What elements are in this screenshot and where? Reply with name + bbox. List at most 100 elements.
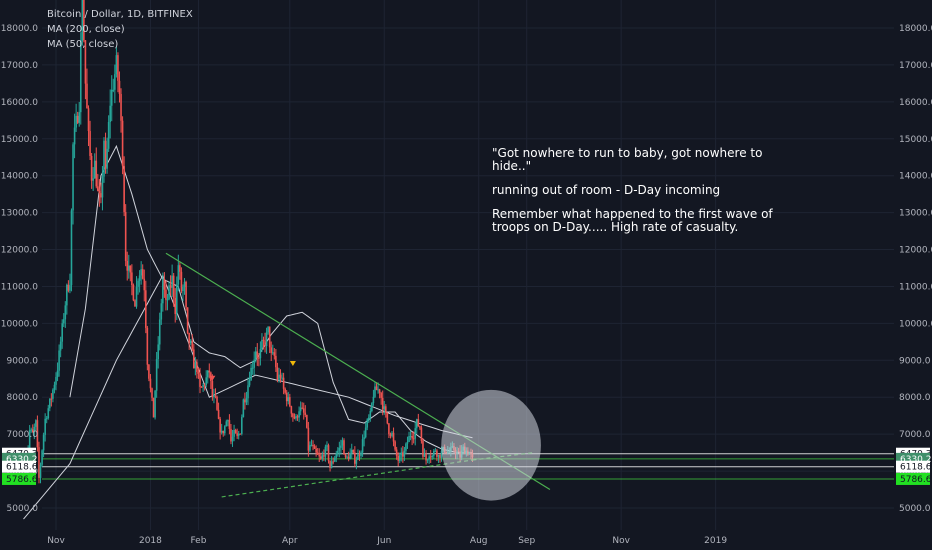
level-label-text: 6330.2: [6, 455, 38, 465]
candle-body: [30, 429, 33, 431]
candle-body: [169, 285, 172, 288]
candle-body: [168, 285, 170, 300]
candle-body: [219, 418, 221, 433]
candle-body: [83, 0, 85, 41]
candle-body: [391, 432, 393, 436]
candle-body: [56, 370, 59, 377]
candle-body: [264, 341, 266, 346]
candle-body: [326, 445, 328, 447]
annotation-text[interactable]: "Got nowhere to run to baby, got nowhere…: [492, 147, 802, 245]
candle-body: [98, 190, 101, 194]
y-tick-label: 5000.0: [7, 504, 39, 514]
candle-body: [67, 284, 70, 291]
y-tick-label: 11000.0: [1, 282, 38, 292]
candle-body: [271, 352, 274, 354]
ma200-legend[interactable]: MA (200, close): [47, 24, 125, 35]
candle-body: [261, 339, 263, 350]
candle-body: [69, 285, 71, 291]
y-tick-label: 7000.0: [7, 430, 39, 440]
candle-body: [177, 265, 180, 285]
candle-body: [123, 166, 125, 213]
candle-body: [254, 351, 257, 360]
candle-body: [375, 386, 378, 391]
candle-body: [172, 275, 175, 298]
candle-body: [369, 410, 372, 418]
x-tick-label: Nov: [612, 536, 630, 546]
candle-body: [109, 105, 111, 122]
symbol-title[interactable]: Bitcoin / Dollar, 1D, BITFINEX: [47, 9, 193, 20]
candle-body: [267, 326, 269, 333]
candle-body: [28, 430, 31, 451]
candle-body: [188, 332, 190, 344]
candle-body: [398, 455, 401, 461]
x-tick-label: Feb: [190, 536, 206, 546]
candle-body: [115, 55, 118, 75]
candle-body: [44, 418, 46, 435]
candle-body: [41, 450, 43, 465]
candle-body: [256, 351, 259, 358]
candle-body: [279, 374, 282, 378]
candle-body: [383, 406, 386, 410]
candle-body: [175, 284, 178, 314]
highlight-ellipse: [441, 389, 541, 501]
candle-body: [436, 450, 438, 457]
ma50-legend[interactable]: MA (50, close): [47, 39, 119, 50]
candle-body: [39, 464, 42, 478]
y-tick-label: 15000.0: [899, 135, 932, 145]
candle-body: [148, 364, 150, 379]
candle-body: [234, 429, 237, 434]
left-price-axis[interactable]: 5000.06000.07000.08000.09000.010000.0110…: [1, 24, 38, 514]
candle-body: [414, 428, 417, 439]
candle-body: [315, 448, 317, 453]
moving-averages: [23, 144, 473, 520]
y-tick-label: 9000.0: [899, 356, 931, 366]
candle-body: [171, 275, 173, 288]
annotation-line-3: Remember what happened to the first wave…: [492, 207, 773, 234]
candle-body: [381, 397, 384, 410]
candle-body: [367, 417, 370, 420]
candle-body: [323, 455, 325, 457]
trendline-ascending: [221, 459, 473, 498]
candle-body: [236, 433, 238, 436]
candle-body: [301, 407, 303, 409]
candle-body: [197, 371, 200, 374]
candle-body: [338, 447, 341, 451]
y-tick-label: 5000.0: [899, 504, 931, 514]
candle-body: [437, 455, 440, 457]
candle-body: [134, 300, 136, 307]
time-axis[interactable]: Nov 2018 Feb Apr Jun Aug Sep Nov 2019: [47, 536, 727, 546]
candle-body: [196, 362, 198, 372]
candle-body: [241, 417, 243, 434]
candle-body: [182, 287, 184, 292]
candle-body: [259, 349, 262, 359]
candle-body: [47, 408, 50, 419]
candle-body: [293, 416, 296, 419]
candle-body: [372, 396, 375, 403]
candle-body: [422, 440, 424, 457]
y-tick-label: 16000.0: [1, 98, 38, 108]
candle-body: [117, 55, 119, 81]
highlight-circle[interactable]: [441, 389, 541, 501]
candle-body: [222, 430, 225, 434]
candle-body: [87, 108, 90, 132]
candle-body: [431, 455, 434, 458]
candle-body: [97, 186, 99, 191]
y-tick-label: 13000.0: [1, 209, 38, 219]
candle-body: [157, 344, 159, 360]
candle-body: [389, 434, 392, 436]
candle-body: [244, 399, 246, 403]
y-tick-label: 14000.0: [899, 172, 932, 182]
candle-body: [61, 323, 63, 342]
candle-body: [374, 386, 376, 397]
candle-body: [251, 367, 254, 369]
y-tick-label: 13000.0: [899, 209, 932, 219]
right-price-axis[interactable]: 5000.06000.07000.08000.09000.010000.0110…: [899, 24, 932, 514]
candle-body: [357, 454, 359, 460]
candle-body: [233, 429, 235, 437]
candle-body: [49, 398, 51, 409]
candle-body: [118, 80, 121, 95]
candle-body: [78, 112, 81, 123]
candle-body: [296, 416, 299, 418]
candle-body: [79, 41, 82, 113]
